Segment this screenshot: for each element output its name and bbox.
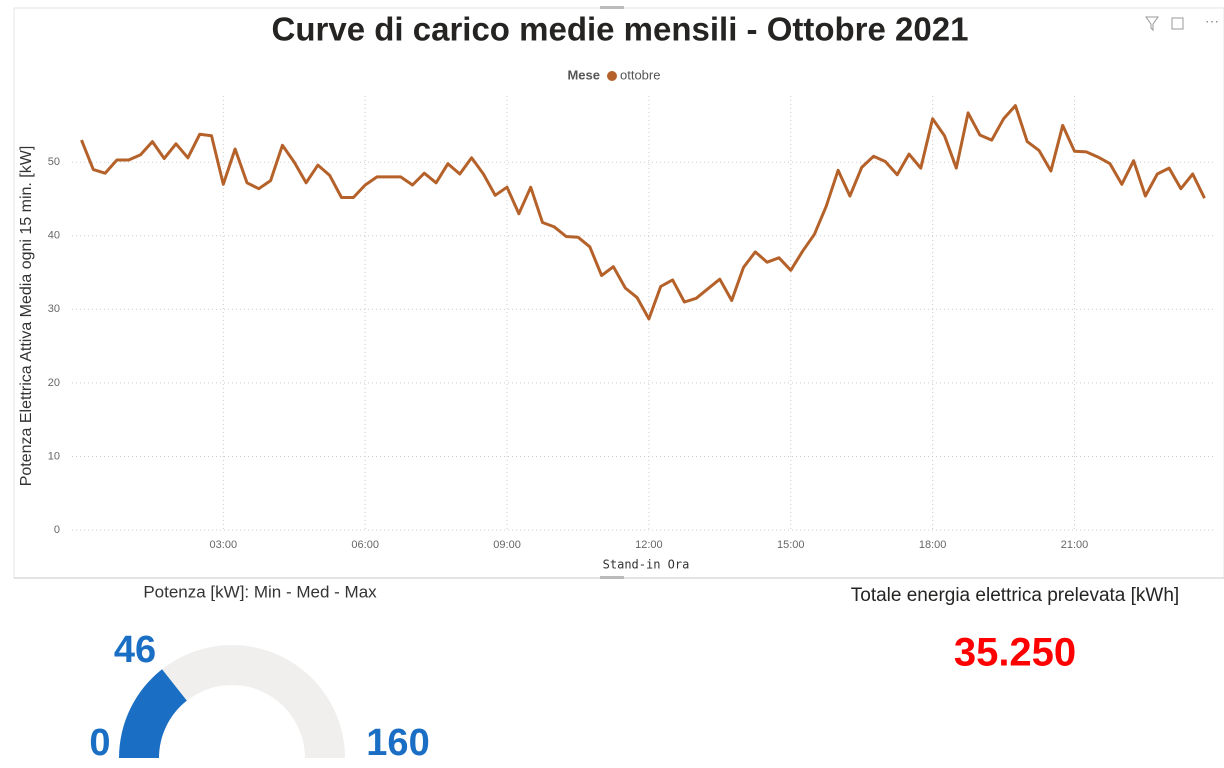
gauge-min-label: 0 xyxy=(89,722,110,764)
x-tick-label: 15:00 xyxy=(777,539,805,551)
legend-title: Mese xyxy=(567,67,600,82)
more-icon[interactable]: ··· xyxy=(1205,13,1219,29)
x-tick-label: 21:00 xyxy=(1061,539,1089,551)
y-tick-label: 10 xyxy=(48,450,60,462)
y-tick-label: 20 xyxy=(48,377,60,389)
y-axis-title: Potenza Elettrica Attiva Media ogni 15 m… xyxy=(18,146,35,487)
legend-label: ottobre xyxy=(620,67,660,82)
gauge-value-arc xyxy=(119,669,187,758)
gauge-value-label: 46 xyxy=(114,629,156,671)
x-tick-label: 09:00 xyxy=(493,539,521,551)
gauge-track xyxy=(119,645,345,758)
x-tick-label: 12:00 xyxy=(635,539,663,551)
visual-header-icons[interactable]: ··· xyxy=(1145,13,1219,32)
y-tick-label: 40 xyxy=(48,230,60,242)
resize-handle xyxy=(600,576,624,579)
y-tick-label: 50 xyxy=(48,156,60,168)
focus-icon[interactable] xyxy=(1171,17,1184,30)
x-tick-label: 03:00 xyxy=(210,539,238,551)
x-tick-label: 18:00 xyxy=(919,539,947,551)
gauge-max-label: 160 xyxy=(366,722,429,764)
resize-handle xyxy=(600,6,624,9)
card-title: Totale energia elettrica prelevata [kWh] xyxy=(851,585,1179,606)
card-value: 35.250 xyxy=(954,631,1076,675)
data-line xyxy=(80,104,1206,321)
chart-title: Curve di carico medie mensili - Ottobre … xyxy=(272,11,969,48)
y-tick-label: 0 xyxy=(54,524,60,536)
legend-marker xyxy=(607,71,617,81)
y-tick-label: 30 xyxy=(48,303,60,315)
filter-icon[interactable] xyxy=(1145,16,1159,32)
visual-frame xyxy=(13,7,1224,579)
x-axis-title: Stand-in Ora xyxy=(603,558,690,572)
x-tick-label: 06:00 xyxy=(351,539,379,551)
gauge-title: Potenza [kW]: Min - Med - Max xyxy=(143,582,377,601)
